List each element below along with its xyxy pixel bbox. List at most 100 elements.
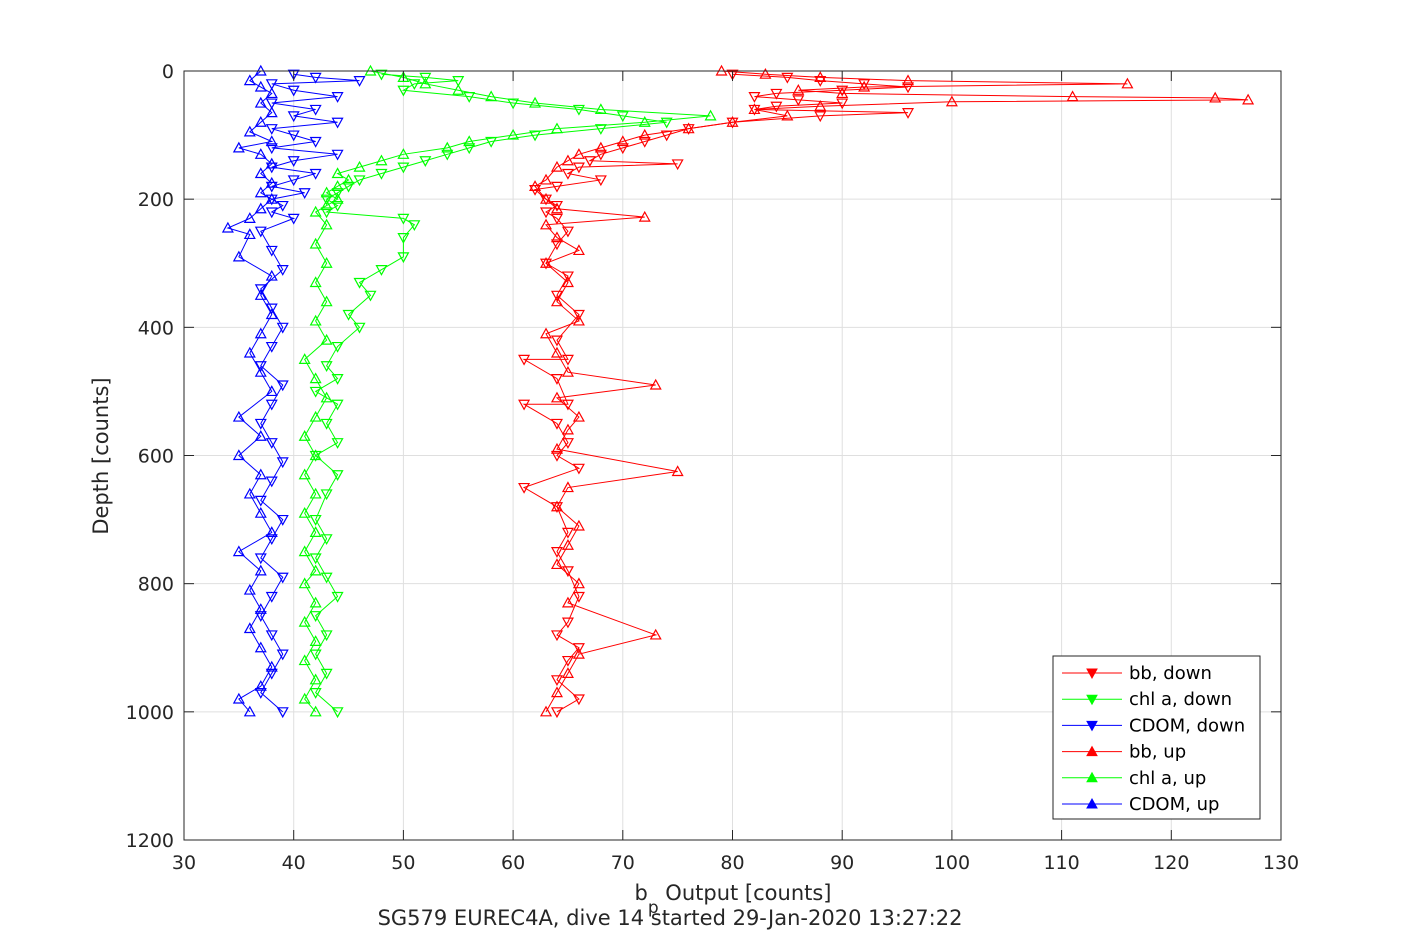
data-point — [441, 149, 454, 161]
data-point — [550, 122, 563, 134]
data-point — [561, 667, 574, 678]
data-point — [375, 168, 388, 180]
data-point — [287, 130, 300, 142]
data-point — [353, 175, 366, 187]
data-point — [452, 83, 465, 95]
data-point — [561, 423, 574, 435]
data-point — [671, 159, 684, 171]
data-point — [902, 82, 915, 94]
data-point — [572, 410, 585, 422]
data-point — [309, 611, 322, 622]
data-point — [594, 103, 607, 115]
x-tick-label: 120 — [1153, 852, 1189, 874]
data-point — [309, 564, 322, 576]
data-point — [550, 295, 563, 307]
data-point — [254, 284, 267, 296]
data-point — [309, 705, 322, 717]
data-point — [572, 314, 585, 326]
data-point — [309, 314, 322, 326]
data-point — [902, 74, 915, 86]
data-point — [550, 239, 563, 251]
data-point — [254, 603, 267, 614]
data-point — [507, 128, 520, 140]
legend-label: chl a, up — [1129, 768, 1206, 789]
data-point — [309, 649, 322, 661]
data-point — [539, 173, 553, 185]
data-point — [529, 96, 542, 108]
data-point — [572, 104, 585, 116]
legend-marker — [1086, 771, 1098, 783]
data-point — [408, 79, 421, 91]
data-point — [276, 572, 289, 584]
data-point — [309, 673, 322, 685]
data-point — [254, 688, 267, 699]
data-point — [507, 98, 520, 110]
data-point — [485, 136, 498, 148]
data-point — [243, 125, 256, 137]
data-point — [748, 103, 761, 115]
data-point — [550, 213, 563, 225]
data-point — [671, 465, 684, 477]
data-point — [550, 202, 563, 214]
data-point — [254, 611, 267, 622]
data-point — [265, 660, 278, 672]
data-point — [616, 143, 629, 155]
data-point — [331, 149, 344, 161]
data-point — [254, 202, 267, 214]
data-point — [660, 117, 673, 129]
data-point — [221, 221, 234, 233]
x-tick-label: 100 — [934, 852, 970, 874]
data-point — [265, 438, 278, 449]
x-tick-label: 110 — [1043, 852, 1079, 874]
data-point — [331, 591, 344, 603]
data-point — [397, 213, 410, 225]
data-point — [770, 101, 783, 113]
x-tick-label: 90 — [830, 852, 854, 874]
data-point — [781, 72, 794, 84]
data-point — [265, 124, 278, 135]
data-point — [572, 519, 585, 531]
data-point — [572, 148, 585, 159]
data-point — [836, 85, 849, 97]
data-point — [561, 271, 574, 283]
data-point — [572, 309, 585, 321]
data-point — [561, 655, 574, 667]
data-point — [276, 380, 289, 392]
y-tick-label: 400 — [138, 317, 174, 339]
data-point — [638, 210, 651, 222]
data-point — [331, 188, 344, 199]
data-point — [265, 534, 278, 546]
data-point — [320, 333, 333, 345]
data-point — [561, 154, 574, 166]
data-point — [320, 391, 333, 403]
data-point — [518, 482, 531, 494]
data-point — [254, 327, 267, 339]
data-point — [550, 630, 563, 642]
data-point — [287, 156, 300, 167]
x-tick-label: 40 — [282, 852, 306, 874]
data-point — [638, 128, 651, 140]
ticks: 30 40 50 60 70 80 90 100 110 120 130 0 200 400 600 800 1… — [126, 61, 1299, 874]
data-point — [594, 141, 607, 153]
data-point — [254, 564, 267, 576]
data-point — [375, 69, 388, 81]
data-point — [561, 365, 574, 377]
data-point — [254, 641, 267, 653]
data-point — [550, 558, 563, 570]
data-point — [331, 117, 344, 129]
data-point — [331, 180, 344, 191]
data-point — [276, 707, 289, 719]
data-point — [572, 694, 585, 706]
data-point — [265, 269, 278, 281]
data-point — [265, 245, 278, 257]
data-point — [309, 688, 322, 699]
legend-label: CDOM, down — [1129, 715, 1245, 736]
data-point — [276, 265, 289, 276]
data-point — [243, 212, 256, 223]
data-point — [616, 135, 629, 147]
data-point — [550, 160, 563, 172]
data-point — [792, 95, 805, 107]
y-tick-label: 600 — [138, 446, 174, 468]
data-point — [342, 181, 355, 193]
data-point — [254, 226, 267, 238]
